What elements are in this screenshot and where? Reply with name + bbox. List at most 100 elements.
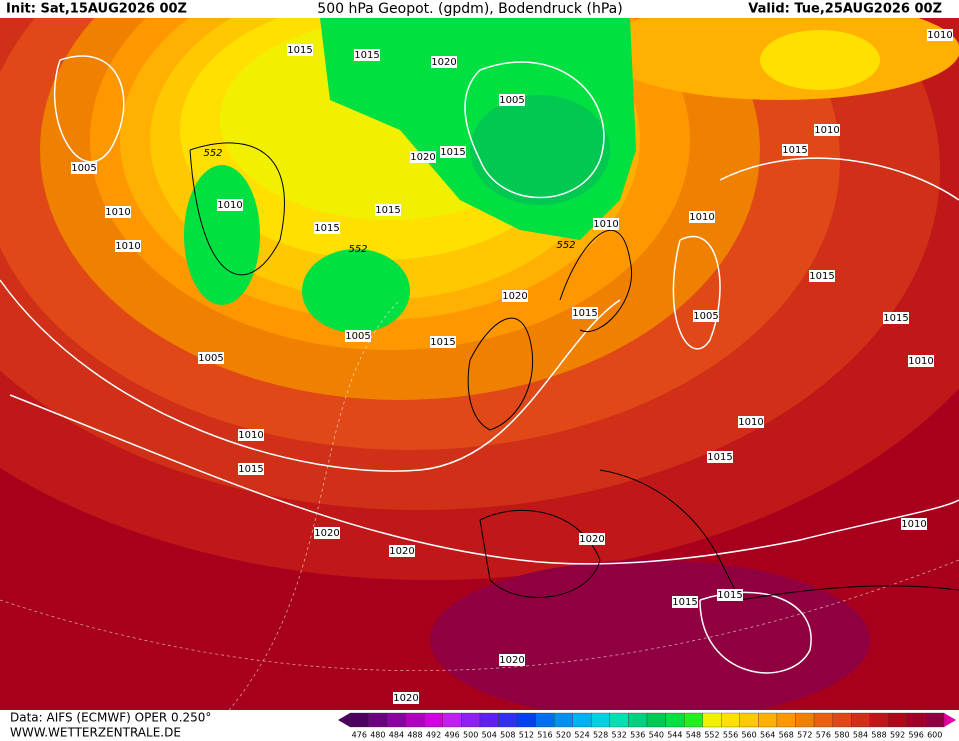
isobar-label: 1015 xyxy=(883,313,908,324)
colorbar-label: 588 xyxy=(871,731,886,740)
isobar-label: 1010 xyxy=(689,212,714,223)
isobar-label-box xyxy=(287,44,313,56)
colorbar-swatch xyxy=(479,712,499,728)
isobar-label: 1010 xyxy=(238,430,263,441)
colorbar-swatch xyxy=(758,712,778,728)
valid-time: Valid: Tue,25AUG2026 00Z xyxy=(748,2,942,17)
colorbar-swatch xyxy=(906,712,926,728)
colorbar-label: 524 xyxy=(574,731,589,740)
colorbar-swatch xyxy=(442,712,462,728)
colorbar-label: 500 xyxy=(463,731,478,740)
colorbar-swatch xyxy=(349,712,369,728)
colorbar-label: 488 xyxy=(407,731,422,740)
colorbar-swatch xyxy=(646,712,666,728)
colorbar-swatch xyxy=(628,712,648,728)
colorbar-label: 532 xyxy=(612,731,627,740)
isobar-label-box xyxy=(217,199,243,211)
colorbar-swatch xyxy=(554,712,573,728)
isobar-label-box xyxy=(883,312,909,324)
colorbar-swatch xyxy=(665,712,685,728)
colorbar-label: 536 xyxy=(630,731,645,740)
isobar-label-box xyxy=(689,211,715,223)
colorbar-label: 552 xyxy=(704,731,719,740)
isobar-label: 1015 xyxy=(375,205,400,216)
colorbar-swatch xyxy=(813,712,833,728)
colorbar-label: 520 xyxy=(556,731,571,740)
isobar-label-box xyxy=(430,336,456,348)
isobar-label-box xyxy=(572,307,598,319)
isobar-label: 1020 xyxy=(431,57,456,68)
isobar-label: 1020 xyxy=(579,534,604,545)
isobar-label: 1010 xyxy=(115,241,140,252)
colorbar-swatch xyxy=(535,712,555,728)
isobar-label-box xyxy=(440,146,466,158)
isobar-label-box xyxy=(431,56,457,68)
isobar-label: 1015 xyxy=(238,464,263,475)
isobar-label: 1015 xyxy=(717,590,742,601)
isobar-label-box xyxy=(393,692,419,704)
colorbar-swatch xyxy=(795,712,815,728)
isobar-label-box xyxy=(499,94,525,106)
isobar-label: 1010 xyxy=(908,356,933,367)
isobar-label-box xyxy=(593,218,619,230)
isobars xyxy=(0,55,959,674)
isobar-label: 1020 xyxy=(393,693,418,704)
colorbar-label: 484 xyxy=(389,731,404,740)
colorbar-label: 496 xyxy=(444,731,459,740)
isobar-label: 1010 xyxy=(593,219,618,230)
isobar-label-box xyxy=(115,240,141,252)
data-source: Data: AIFS (ECMWF) OPER 0.250° xyxy=(10,711,211,725)
colorbar-label: 504 xyxy=(482,731,497,740)
isobar-label-box xyxy=(71,162,97,174)
colorbar-swatch xyxy=(869,712,889,728)
isobar-label-box xyxy=(927,29,953,41)
isobar-label: 1015 xyxy=(672,597,697,608)
isobar-label: 1015 xyxy=(430,337,455,348)
isobar-label-box xyxy=(345,330,371,342)
colorbar-label: 516 xyxy=(537,731,552,740)
colorbar-swatch xyxy=(832,712,852,728)
init-time: Init: Sat,15AUG2026 00Z xyxy=(6,2,187,17)
isobar-label-box xyxy=(238,463,264,475)
isobar-label-box xyxy=(908,355,934,367)
colorbar-swatch xyxy=(776,712,796,728)
isobar-label-box xyxy=(499,654,525,666)
colorbar-swatch xyxy=(368,712,388,728)
isobar-label-box xyxy=(707,451,733,463)
isobar-label: 1010 xyxy=(901,519,926,530)
isobar-label-box xyxy=(814,124,840,136)
isobar-label: 1010 xyxy=(814,125,839,136)
colorbar-swatch xyxy=(461,712,481,728)
isobar-label-box xyxy=(782,144,808,156)
isobar-labels: 1015 1015 1020 1005 1010 1010 1015 552 1020 1015 1… xyxy=(71,29,953,704)
colorbar-label: 544 xyxy=(667,731,682,740)
isobar-label: 1020 xyxy=(502,291,527,302)
colorbar-label: 492 xyxy=(426,731,441,740)
isobar-label: 1010 xyxy=(927,30,952,41)
colorbar-label: 560 xyxy=(741,731,756,740)
isobar-label: 1005 xyxy=(71,163,96,174)
isobar-label-box xyxy=(809,270,835,282)
geopotential-label: 552 xyxy=(556,240,575,251)
colorbar-label: 512 xyxy=(519,731,534,740)
colorbar-label: 476 xyxy=(352,731,367,740)
isobar-label: 1020 xyxy=(410,152,435,163)
isobar-label-box xyxy=(198,352,224,364)
isobar-label-box xyxy=(717,589,743,601)
isobar-label: 1015 xyxy=(354,50,379,61)
colorbar-label: 580 xyxy=(834,731,849,740)
isobar-label: 1005 xyxy=(499,95,524,106)
colorbar-swatch xyxy=(572,712,592,728)
isobar-label: 1010 xyxy=(738,417,763,428)
colorbar-label: 576 xyxy=(816,731,831,740)
colorbar-label: 508 xyxy=(500,731,515,740)
isobar-label-box xyxy=(105,206,131,218)
colorbar-label: 596 xyxy=(909,731,924,740)
isobar-label-box xyxy=(314,527,340,539)
colorbar-swatch xyxy=(683,712,703,728)
isobar-label: 1015 xyxy=(782,145,807,156)
header-bar xyxy=(0,0,959,18)
colorbar-label: 556 xyxy=(723,731,738,740)
isobar-label-box xyxy=(693,310,719,322)
isobar-label-box xyxy=(502,290,528,302)
